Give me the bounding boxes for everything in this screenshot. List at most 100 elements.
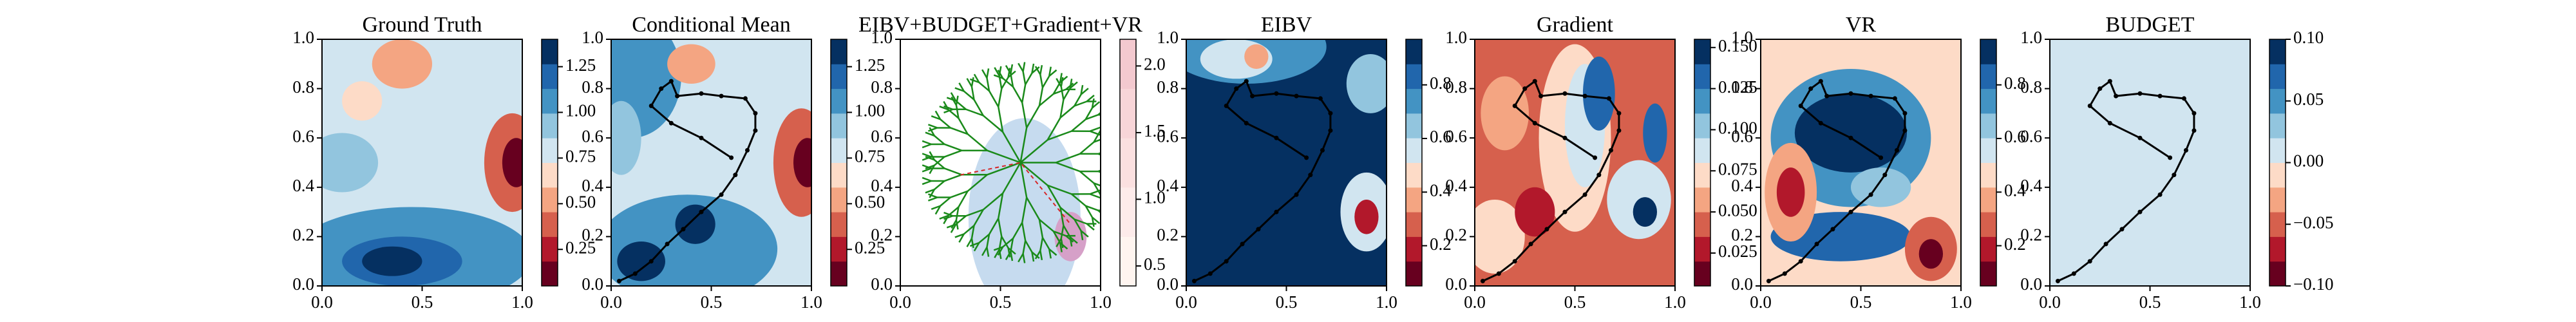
x-tick-label: 0.5	[2139, 292, 2161, 312]
tree-branch	[1031, 251, 1040, 259]
trajectory-point	[1814, 242, 1819, 247]
trajectory-point	[1882, 173, 1888, 178]
colorbar-segment	[831, 187, 847, 213]
tree-branch	[966, 238, 973, 247]
trajectory-point	[1244, 79, 1249, 84]
trajectory-point	[2087, 103, 2092, 108]
tree-branch	[934, 205, 942, 215]
trajectory-point	[1320, 147, 1325, 153]
trajectory-point	[1562, 209, 1567, 214]
tree-branch	[1047, 184, 1072, 195]
y-tick-label: 1.0	[2020, 28, 2042, 47]
tree-branch	[943, 215, 949, 225]
tree-branch	[973, 73, 980, 83]
colorbar-frame	[541, 39, 558, 287]
field	[1761, 39, 1961, 286]
y-tick-label: 0.4	[582, 176, 603, 195]
tree-branch	[998, 88, 1003, 108]
x-tick-label: 0.0	[2039, 292, 2061, 312]
colorbar-tick-label: 0.050	[1718, 200, 1757, 220]
tree-branch	[1034, 250, 1041, 260]
colorbar-segment	[1406, 261, 1422, 287]
x-tick-label: 0.0	[600, 292, 622, 312]
colorbar-frame	[1694, 39, 1711, 287]
x-tick-label: 0.0	[1464, 292, 1486, 312]
trajectory-point	[1782, 271, 1787, 276]
tree-branch	[1084, 205, 1094, 218]
y-tick-label: 0.2	[871, 225, 893, 245]
field-background	[2050, 39, 2250, 286]
colorbar-segment	[1120, 236, 1136, 287]
tree-branch	[1010, 64, 1014, 74]
colorbar-segment	[2269, 39, 2286, 64]
tree-branch	[1056, 153, 1081, 164]
colorbar-segment	[1120, 138, 1136, 188]
tree-branch	[1052, 231, 1061, 243]
colorbar-segment	[831, 138, 847, 163]
tree-branch	[1047, 130, 1072, 141]
trajectory-point	[699, 91, 704, 96]
tree-branch	[971, 238, 974, 249]
colorbar-tick-label: −0.10	[2293, 274, 2333, 294]
tree-branch	[1021, 84, 1027, 103]
tree-branch	[951, 96, 957, 106]
tree-branch	[1041, 75, 1050, 88]
tree-branch	[1060, 238, 1064, 249]
trajectory-point	[1766, 278, 1771, 283]
trajectory-point	[1848, 91, 1853, 96]
trajectory-point	[2157, 93, 2163, 99]
tree-branch	[987, 149, 1021, 164]
trajectory-point	[1593, 155, 1598, 160]
tree-branch	[1091, 217, 1095, 227]
y-tick-label: 0.6	[871, 126, 893, 146]
trajectory-point	[1512, 103, 1517, 108]
field-blob	[372, 39, 433, 89]
trajectory-point	[699, 135, 704, 140]
colorbar-segment	[2269, 64, 2286, 90]
field-blob	[793, 138, 811, 187]
tree-branch	[1002, 162, 1021, 194]
field-blob	[1794, 93, 1908, 173]
colorbar-tick-label: 1.25	[855, 55, 885, 75]
colorbar-segment	[1406, 236, 1422, 262]
field-blob	[617, 242, 665, 281]
trajectory-point	[744, 147, 750, 153]
tree-branch	[1007, 70, 1016, 79]
tree-branch	[971, 86, 975, 100]
colorbar-segment	[831, 261, 847, 287]
tree-branch	[966, 78, 973, 88]
x-tick-label: 0.5	[990, 292, 1012, 312]
tree-branch	[969, 242, 980, 247]
tree-branch	[950, 223, 957, 233]
tree-branch	[1086, 223, 1095, 231]
colorbar-segment	[831, 212, 847, 237]
field-blob	[1918, 239, 1944, 269]
trajectory-point	[2137, 135, 2143, 140]
colorbar-tick-label: 0.6	[1430, 127, 1452, 146]
tree-branch	[958, 191, 969, 208]
trajectory-point	[1539, 93, 1544, 99]
tree-branch	[934, 180, 945, 191]
tree-branch	[1103, 136, 1110, 142]
x-tick-label: 1.0	[511, 292, 533, 312]
panel-title: Gradient	[1537, 13, 1614, 37]
colorbar-segment	[831, 162, 847, 188]
trajectory-point	[1208, 271, 1213, 276]
field-blob	[322, 133, 379, 193]
field-blob	[1244, 44, 1269, 69]
colorbar-tick-label: 0.8	[2004, 73, 2026, 93]
tree-branch	[998, 218, 1003, 237]
tree-branch	[1069, 79, 1073, 89]
colorbar-segment	[1980, 261, 1996, 287]
colorbar-tick-label: 0.00	[2293, 151, 2324, 171]
tree-branch	[922, 176, 932, 182]
panel-title: BUDGET	[2106, 13, 2195, 37]
tree-branch	[1093, 130, 1101, 143]
tree-branch	[1038, 87, 1044, 106]
y-tick-label: 0.4	[292, 176, 314, 195]
colorbar-frame	[830, 39, 848, 287]
colorbar-segment	[1694, 212, 1710, 237]
x-tick-label: 1.0	[2239, 292, 2261, 312]
x-tick-label: 0.5	[701, 292, 723, 312]
trajectory-point	[1528, 242, 1533, 247]
